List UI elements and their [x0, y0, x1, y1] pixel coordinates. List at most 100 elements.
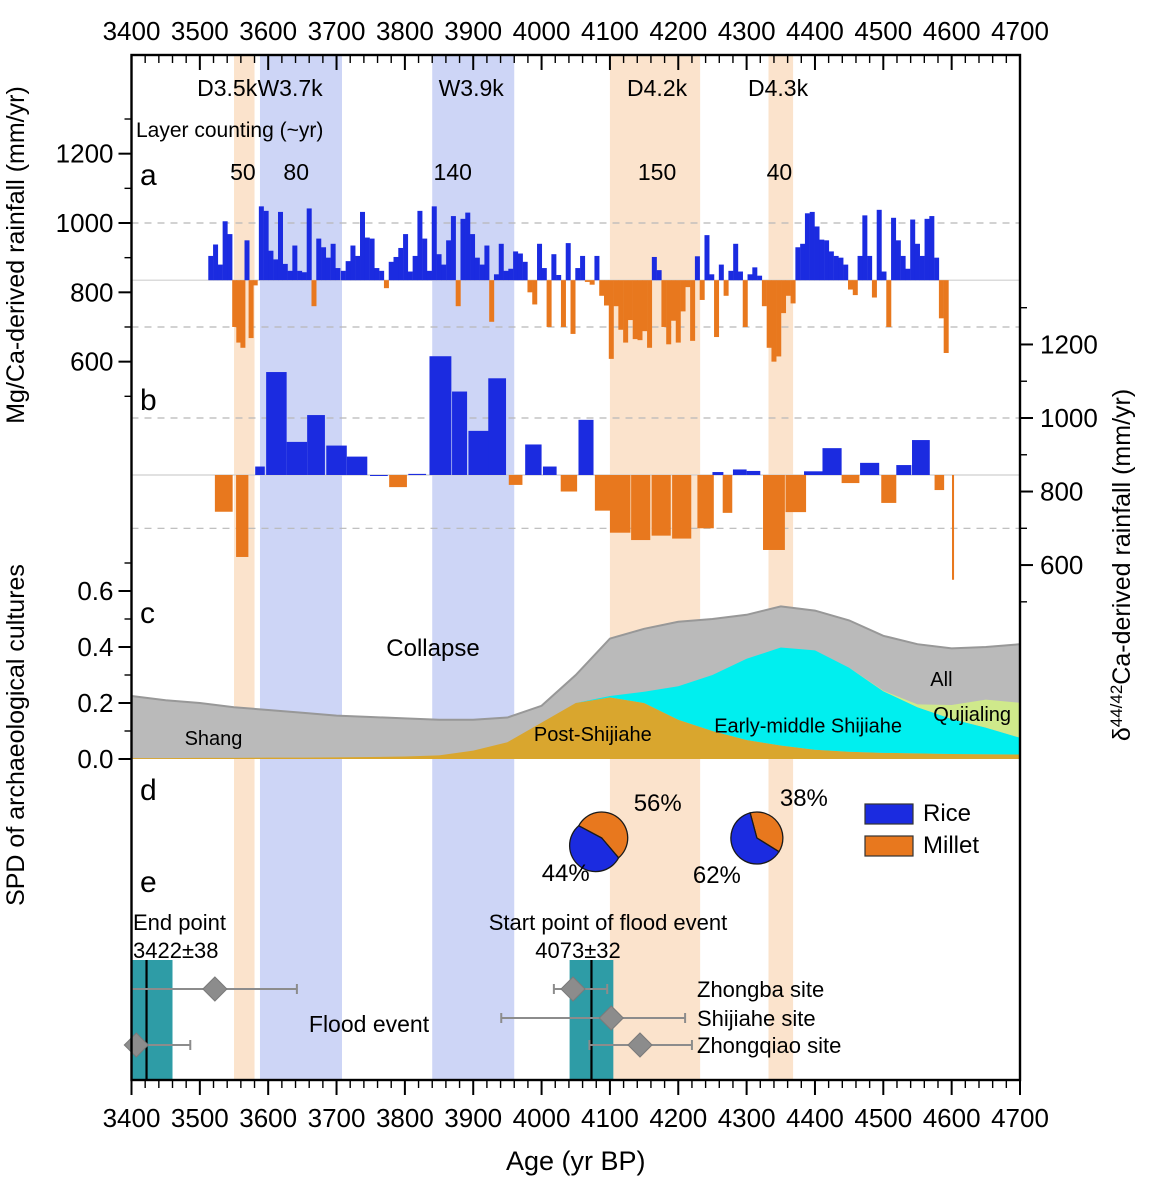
bar-mgca-wet [217, 264, 223, 281]
left-rainfall-tick-label: 1000 [56, 208, 114, 238]
pie2-millet-pct: 38% [780, 785, 828, 812]
bottom-axis-tick-label: 4500 [854, 1103, 912, 1133]
bar-mgca-wet [470, 234, 476, 281]
bar-mgca-wet [867, 255, 873, 281]
bar-mgca-dry [871, 280, 877, 298]
bar-mgca-wet [282, 263, 288, 281]
bottom-axis-tick-label: 4400 [786, 1103, 844, 1133]
bar-mgca-wet [914, 243, 920, 281]
bar-mgca-wet [422, 238, 428, 281]
bar-ca-dry [560, 474, 578, 492]
right-tick-label: 1000 [1040, 403, 1098, 433]
bar-mgca-dry [560, 280, 566, 327]
legend-swatch-millet [864, 835, 914, 857]
bar-mgca-wet [517, 253, 523, 281]
bar-ca-wet [732, 469, 747, 475]
bar-ca-dry [672, 474, 692, 539]
top-axis-tick-label: 4700 [991, 16, 1049, 46]
bar-mgca-wet [895, 240, 901, 281]
bar-mgca-dry [723, 280, 729, 296]
bar-ca-dry [951, 474, 955, 580]
bar-mgca-wet [580, 255, 586, 281]
bar-mgca-wet [301, 272, 307, 281]
collapse-annotation: Collapse [386, 635, 479, 662]
bar-mgca-wet [737, 271, 743, 281]
left-axis-title-rainfall: Mg/Ca-derived rainfall (mm/yr) [2, 86, 30, 424]
bar-mgca-wet [881, 271, 887, 281]
bar-mgca-wet [891, 217, 897, 281]
bar-ca-dry [881, 474, 897, 503]
panel-letter-c: c [140, 597, 155, 630]
right-tick-label: 1200 [1040, 329, 1098, 359]
top-axis-tick-label: 3800 [376, 16, 434, 46]
bottom-axis-tick-label: 4300 [718, 1103, 776, 1133]
bar-mgca-wet [503, 270, 509, 281]
bottom-axis-tick-label: 3900 [444, 1103, 502, 1133]
bar-mgca-wet [522, 261, 528, 281]
area-all-edge [131, 605, 1021, 721]
top-axis-tick-label: 3400 [103, 16, 161, 46]
event-band-W3.7k [259, 55, 343, 1080]
band-label-D4.3k: D4.3k [748, 75, 809, 101]
bar-mgca-wet [594, 255, 600, 281]
bar-mgca-dry [938, 280, 944, 319]
bar-mgca-wet [484, 245, 490, 281]
culture-label-post-shijiahe: Post-Shijiahe [534, 724, 652, 746]
bar-mgca-wet [374, 268, 380, 281]
site-label-zhongba-site: Zhongba site [697, 977, 824, 1002]
bar-mgca-wet [709, 274, 715, 281]
bar-mgca-wet [905, 268, 911, 281]
bar-mgca-dry [680, 280, 686, 312]
layer-count-D4.2k: 150 [638, 159, 676, 185]
bar-mgca-wet [330, 243, 336, 281]
bar-mgca-wet [263, 210, 269, 281]
bar-mgca-wet [704, 235, 710, 281]
left-rainfall-tick-label: 800 [70, 277, 113, 307]
bar-mgca-wet [718, 264, 724, 281]
bar-mgca-wet [287, 270, 293, 281]
bar-mgca-dry [489, 280, 495, 322]
bar-mgca-wet [575, 268, 581, 281]
bar-mgca-wet [919, 255, 925, 281]
bar-mgca-dry [604, 280, 610, 306]
bar-mgca-dry [589, 280, 595, 285]
bar-ca-wet [307, 415, 325, 475]
bar-mgca-wet [498, 243, 504, 281]
bar-mgca-dry [781, 280, 787, 314]
right-tick-label: 800 [1040, 477, 1083, 507]
bar-mgca-dry [661, 280, 667, 327]
bar-mgca-wet [360, 211, 366, 281]
bar-mgca-wet [924, 218, 930, 281]
bar-ca-wet [488, 378, 507, 475]
bar-mgca-dry [848, 280, 854, 290]
bar-mgca-wet [809, 211, 815, 281]
bar-mgca-dry [608, 280, 614, 359]
left-rainfall-tick-label: 1200 [56, 139, 114, 169]
pie1-rice-pct: 44% [542, 860, 590, 887]
bar-ca-dry [508, 474, 523, 485]
event-band-D4.2k [609, 55, 701, 1080]
bands-layer [234, 55, 794, 1080]
bar-ca-wet [912, 440, 930, 475]
site-end-diamond [202, 976, 228, 1002]
layer-count-D3.5k: 50 [230, 159, 256, 185]
bar-mgca-dry [383, 280, 389, 289]
bottom-axis-tick-label: 4200 [649, 1103, 707, 1133]
bar-mgca-wet [398, 247, 404, 281]
bar-mgca-dry [766, 280, 772, 348]
bottom-axis-tick-label: 4600 [923, 1103, 981, 1133]
panel-letter-d: d [140, 774, 157, 807]
bar-mgca-dry [627, 280, 633, 321]
bar-mgca-wet [345, 261, 351, 281]
right-tick-label: 600 [1040, 550, 1083, 580]
culture-label-all: All [930, 669, 952, 691]
bar-ca-wet [429, 356, 452, 475]
bar-ca-dry [594, 474, 612, 511]
bar-mgca-wet [479, 264, 485, 281]
bar-mgca-wet [436, 254, 442, 281]
bar-mgca-dry [618, 280, 624, 330]
bar-mgca-dry [311, 280, 317, 307]
bar-mgca-wet [297, 270, 303, 281]
bar-ca-wet [822, 448, 842, 475]
